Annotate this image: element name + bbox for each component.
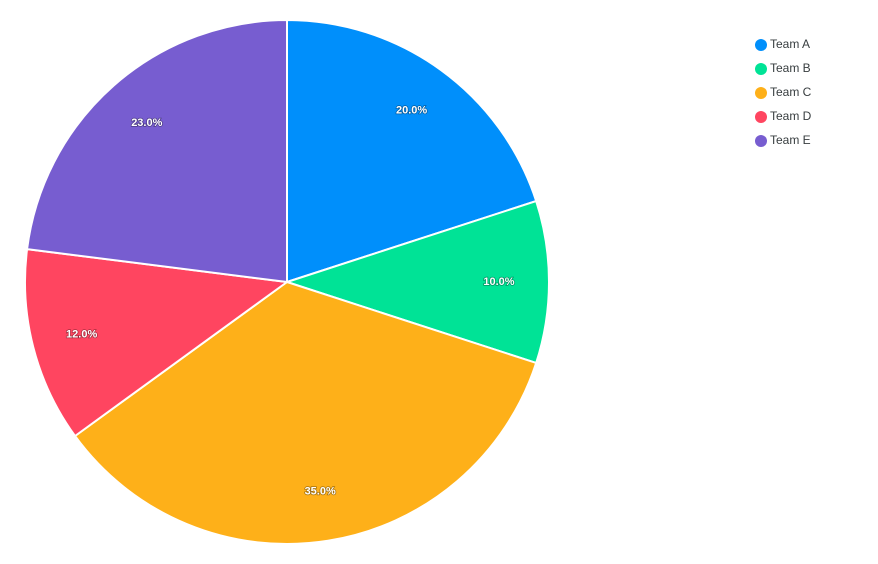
slice-label: 10.0% [483,276,514,288]
legend-marker[interactable] [755,135,767,147]
legend-label[interactable]: Team C [770,85,812,99]
slice-label: 12.0% [66,329,97,341]
slice-label: 35.0% [305,485,336,497]
slice-label: 23.0% [131,117,162,129]
legend-marker[interactable] [755,63,767,75]
pie-slice [283,199,550,365]
slice-label: 20.0% [396,104,427,116]
legend-label[interactable]: Team A [770,37,810,51]
legend-marker[interactable] [755,87,767,99]
pie-slice [73,280,538,545]
legend-marker[interactable] [755,39,767,51]
pie-slice [24,248,290,438]
pie-slice [25,18,288,284]
legend-label[interactable]: Team E [770,133,811,147]
legend-label[interactable]: Team B [770,61,811,75]
legend-label[interactable]: Team D [770,109,812,123]
legend-marker[interactable] [755,111,767,123]
pie-slice [286,18,538,284]
